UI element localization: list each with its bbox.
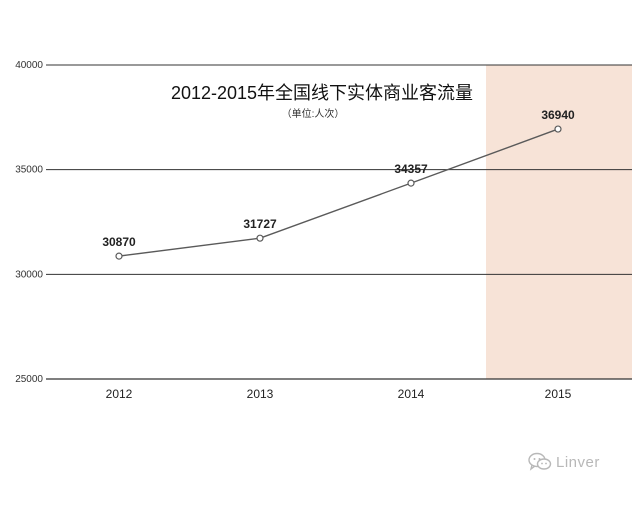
y-tick-label: 25000 bbox=[15, 374, 43, 385]
data-points bbox=[115, 125, 562, 260]
data-label: 30870 bbox=[102, 235, 136, 249]
series-line bbox=[118, 128, 559, 257]
data-point bbox=[407, 179, 415, 187]
data-point bbox=[115, 252, 123, 260]
watermark-text: Linver bbox=[556, 453, 600, 471]
data-point bbox=[554, 125, 562, 133]
y-tick-label: 35000 bbox=[15, 165, 43, 176]
data-label: 36940 bbox=[541, 108, 575, 122]
data-label: 31727 bbox=[243, 217, 277, 231]
x-tick-labels: 2012 2013 2014 2015 bbox=[106, 387, 572, 401]
data-point bbox=[256, 234, 264, 242]
y-tick-label: 40000 bbox=[15, 60, 43, 71]
x-tick-label: 2012 bbox=[106, 387, 133, 401]
y-tick-label: 30000 bbox=[15, 269, 43, 280]
x-tick-label: 2015 bbox=[545, 387, 572, 401]
x-tick-label: 2014 bbox=[398, 387, 425, 401]
data-labels: 30870 31727 34357 36940 bbox=[102, 108, 575, 249]
chart-title: 2012-2015年全国线下实体商业客流量 bbox=[171, 83, 473, 103]
y-tick-labels: 40000 35000 30000 25000 bbox=[15, 60, 43, 385]
chart-subtitle: （单位:人次） bbox=[282, 107, 345, 120]
wechat-icon bbox=[528, 452, 552, 472]
watermark: Linver bbox=[528, 452, 600, 472]
grid-lines bbox=[46, 64, 632, 380]
data-label: 34357 bbox=[394, 162, 428, 176]
highlight-band-2015 bbox=[486, 65, 632, 379]
x-tick-label: 2013 bbox=[247, 387, 274, 401]
